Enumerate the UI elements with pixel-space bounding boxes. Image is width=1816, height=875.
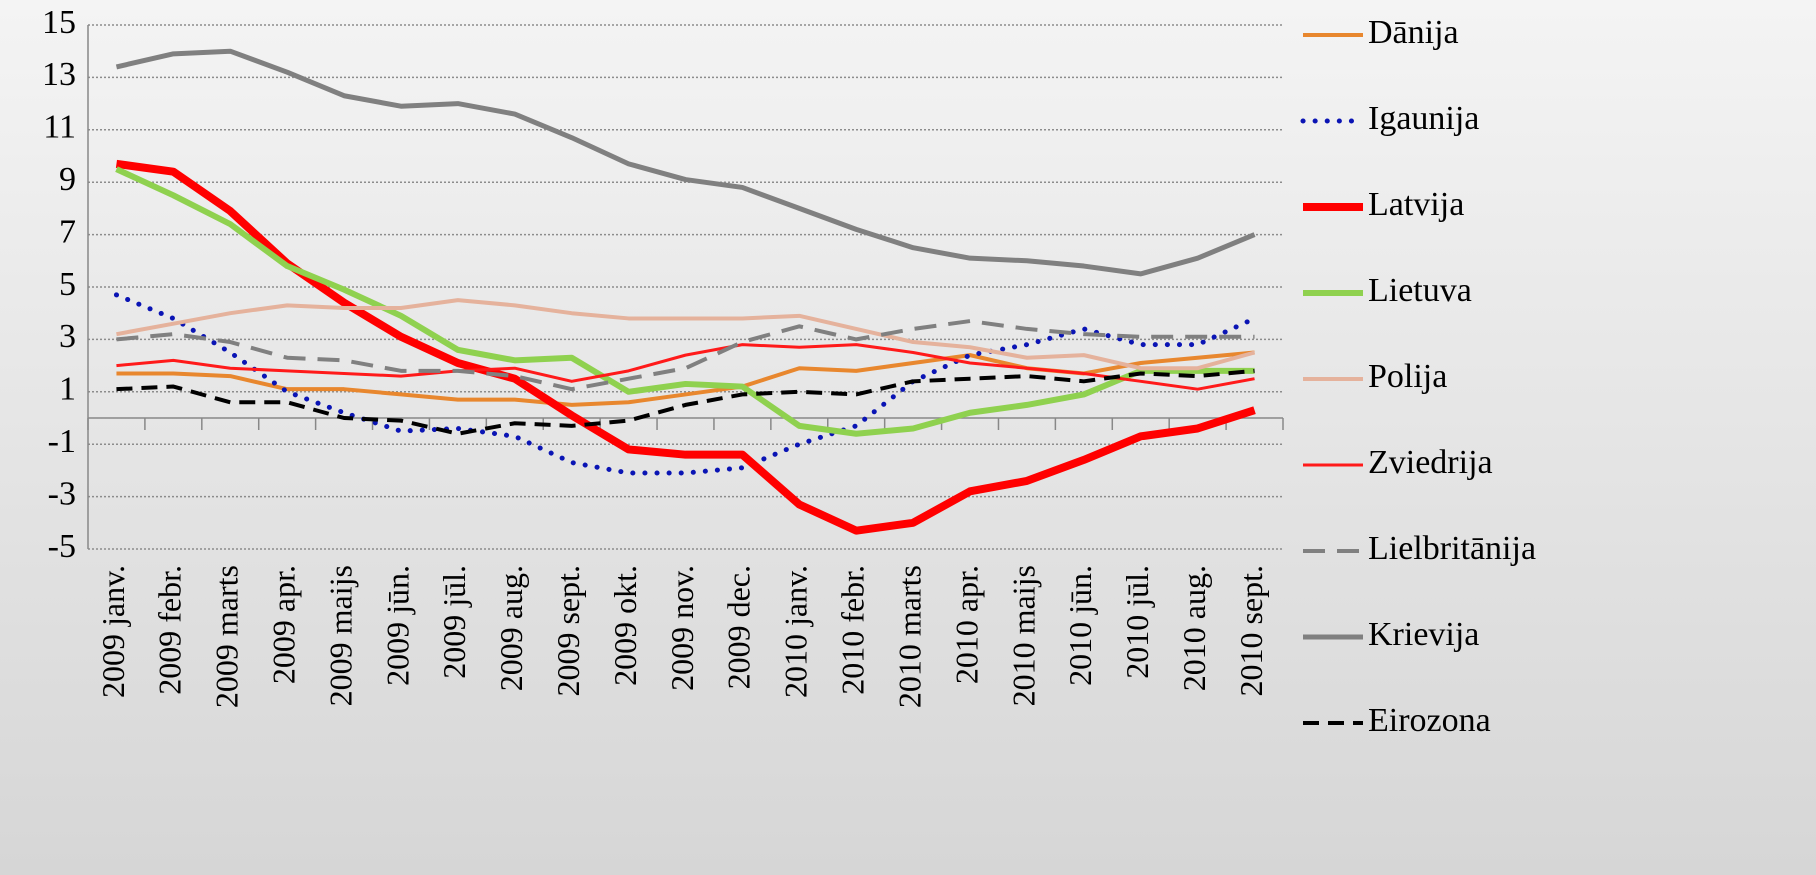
series-line xyxy=(115,166,1255,437)
x-tick-label: 2009 janv. xyxy=(95,565,131,698)
x-tick-label: 2010 maijs xyxy=(1005,565,1041,706)
x-tick-label: 2009 jūl. xyxy=(436,565,472,679)
y-tick-label: -5 xyxy=(48,528,76,565)
x-tick-label: 2010 marts xyxy=(891,565,927,708)
legend-label: Dānija xyxy=(1368,14,1459,51)
legend-label: Krievija xyxy=(1368,616,1479,653)
x-tick-label: 2009 aug. xyxy=(493,565,529,691)
legend-label: Lielbritānija xyxy=(1368,530,1536,567)
x-tick-label: 2010 janv. xyxy=(778,565,814,698)
x-tick-label: 2009 sept. xyxy=(550,565,586,697)
x-tick-label: 2010 febr. xyxy=(835,565,871,695)
legend-label: Lietuva xyxy=(1368,272,1472,309)
y-tick-label: 13 xyxy=(42,56,76,93)
legend-label: Zviedrija xyxy=(1368,444,1493,481)
legend-label: Polija xyxy=(1368,358,1447,395)
y-tick-label: 11 xyxy=(43,109,76,146)
x-tick-label: 2009 marts xyxy=(209,565,245,708)
x-tick-label: 2010 apr. xyxy=(948,565,984,684)
x-tick-label: 2010 aug. xyxy=(1176,565,1212,691)
x-tick-label: 2009 maijs xyxy=(322,565,358,706)
series-line xyxy=(115,48,1256,277)
y-tick-label: 1 xyxy=(59,371,76,408)
x-tick-label: 2009 jūn. xyxy=(379,565,415,686)
y-tick-label: -3 xyxy=(48,475,76,512)
y-tick-label: -1 xyxy=(48,423,76,460)
y-tick-label: 7 xyxy=(59,213,76,250)
series-line xyxy=(116,343,1255,391)
legend-label: Latvija xyxy=(1368,186,1464,223)
x-tick-label: 2010 sept. xyxy=(1233,565,1269,697)
x-tick-label: 2010 jūl. xyxy=(1119,565,1155,679)
x-tick-label: 2009 febr. xyxy=(152,565,188,695)
y-tick-label: 15 xyxy=(42,4,76,41)
x-tick-label: 2010 jūn. xyxy=(1062,565,1098,686)
series-line xyxy=(113,292,1258,476)
y-tick-label: 5 xyxy=(59,266,76,303)
series-line xyxy=(116,319,1255,392)
y-tick-label: 3 xyxy=(59,318,76,355)
series-line xyxy=(116,368,1255,436)
x-tick-label: 2009 apr. xyxy=(266,565,302,684)
y-tick-label: 9 xyxy=(59,161,76,198)
legend-label: Igaunija xyxy=(1368,100,1479,137)
series-line xyxy=(116,298,1256,371)
x-tick-label: 2009 nov. xyxy=(664,565,700,691)
x-tick-label: 2009 okt. xyxy=(607,565,643,686)
x-tick-label: 2009 dec. xyxy=(721,565,757,689)
legend-label: Eirozona xyxy=(1368,702,1491,739)
